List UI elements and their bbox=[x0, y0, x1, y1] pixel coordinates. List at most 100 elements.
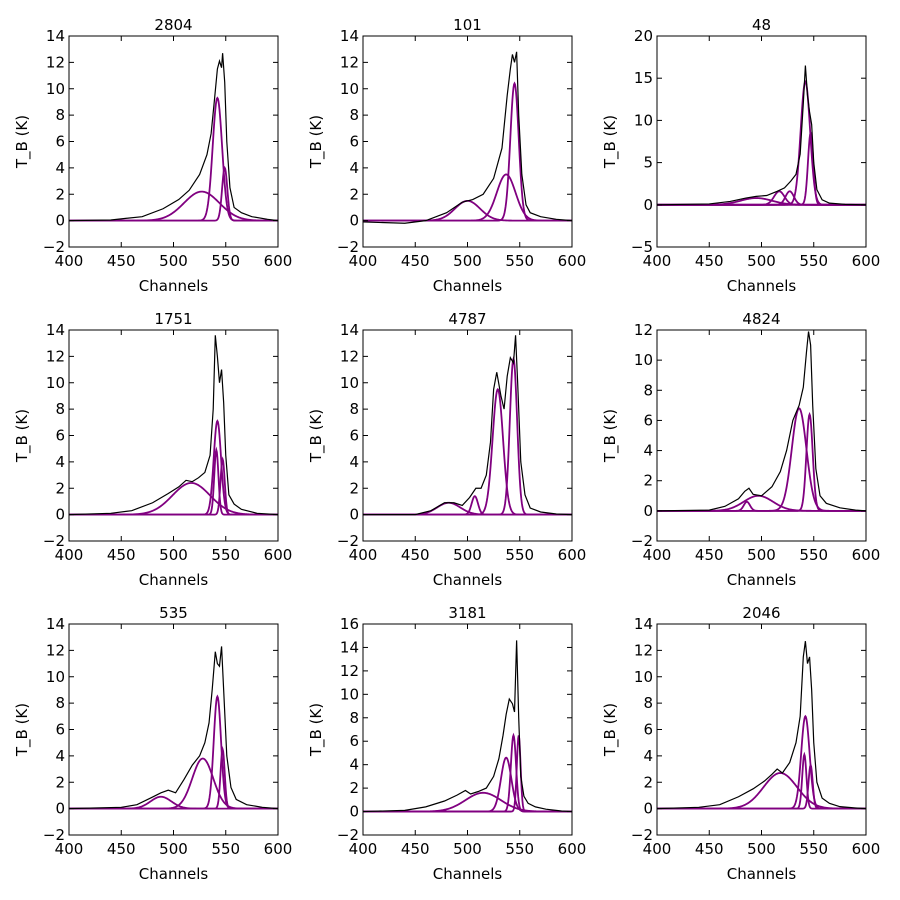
y-tick-label: 2 bbox=[55, 479, 65, 497]
y-tick-label: 4 bbox=[55, 453, 65, 471]
x-axis-label: Channels bbox=[139, 571, 209, 589]
y-tick-label: 16 bbox=[340, 615, 359, 633]
y-tick-label: 4 bbox=[643, 442, 653, 460]
gaussian-component-2 bbox=[657, 714, 866, 810]
y-tick-label: −2 bbox=[337, 532, 359, 550]
x-axis-label: Channels bbox=[139, 277, 209, 295]
x-tick-label: 600 bbox=[264, 546, 293, 564]
panel-3181: 3181 400 450 500 550 600 −2 0 2 4 6 8 10 12 14 16 Channe… bbox=[307, 604, 586, 883]
y-tick-label: 14 bbox=[634, 615, 653, 633]
x-tick-label: 500 bbox=[453, 840, 482, 858]
x-tick-label: 550 bbox=[211, 840, 240, 858]
spectrum-line bbox=[657, 65, 866, 206]
y-tick-label: 2 bbox=[349, 479, 359, 497]
panel-title: 3181 bbox=[448, 604, 486, 622]
y-tick-label: 12 bbox=[340, 347, 359, 365]
y-tick-label: 12 bbox=[340, 662, 359, 680]
x-axis-label: Channels bbox=[139, 865, 209, 883]
y-tick-label: 10 bbox=[46, 668, 65, 686]
x-tick-label: 400 bbox=[643, 840, 672, 858]
x-tick-label: 550 bbox=[505, 546, 534, 564]
y-tick-label: 6 bbox=[349, 427, 359, 445]
gaussian-component-4 bbox=[657, 762, 866, 810]
panel-title: 101 bbox=[453, 16, 482, 34]
y-axis-label: T_B (K) bbox=[601, 115, 620, 169]
spectrum-line bbox=[657, 641, 866, 810]
plot-area bbox=[657, 331, 866, 512]
panel-2046: 2046 400 450 500 550 600 −2 0 2 4 6 8 10 12 14 Channels… bbox=[601, 604, 880, 883]
y-tick-label: −2 bbox=[631, 826, 653, 844]
y-tick-label: 6 bbox=[349, 133, 359, 151]
x-tick-label: 400 bbox=[349, 546, 378, 564]
y-tick-label: 10 bbox=[634, 668, 653, 686]
y-tick-label: 6 bbox=[349, 732, 359, 750]
x-tick-label: 500 bbox=[747, 546, 776, 564]
panel-2804: 2804 400 450 500 550 600 −2 0 2 4 6 8 10 12 14 Channels… bbox=[13, 16, 292, 295]
y-tick-label: 14 bbox=[46, 321, 65, 339]
x-tick-label: 600 bbox=[558, 252, 587, 270]
axes-frame bbox=[656, 35, 867, 248]
spectrum-line bbox=[363, 335, 572, 516]
y-tick-label: 14 bbox=[46, 615, 65, 633]
x-tick-label: 500 bbox=[747, 252, 776, 270]
y-axis-label: T_B (K) bbox=[601, 703, 620, 757]
x-tick-label: 400 bbox=[643, 252, 672, 270]
gaussian-component-1 bbox=[69, 190, 278, 222]
y-tick-label: 14 bbox=[340, 321, 359, 339]
x-tick-label: 550 bbox=[799, 252, 828, 270]
panel-title: 2804 bbox=[154, 16, 192, 34]
y-tick-label: 5 bbox=[643, 154, 653, 172]
x-tick-label: 600 bbox=[264, 252, 293, 270]
x-tick-label: 550 bbox=[799, 840, 828, 858]
y-tick-label: 2 bbox=[349, 779, 359, 797]
y-tick-label: 6 bbox=[643, 411, 653, 429]
x-axis-label: Channels bbox=[433, 571, 503, 589]
x-axis-label: Channels bbox=[727, 865, 797, 883]
x-tick-label: 400 bbox=[349, 840, 378, 858]
x-tick-label: 500 bbox=[747, 840, 776, 858]
plot-area bbox=[69, 53, 278, 222]
gaussian-component-1 bbox=[363, 791, 572, 813]
gaussian-component-4 bbox=[363, 735, 572, 813]
gaussian-component-3 bbox=[363, 732, 572, 813]
plot-area bbox=[657, 65, 866, 206]
panel-title: 48 bbox=[752, 16, 771, 34]
axes-frame bbox=[68, 35, 279, 248]
x-tick-label: 600 bbox=[852, 840, 881, 858]
axes-frame bbox=[362, 623, 573, 836]
x-tick-label: 450 bbox=[107, 252, 136, 270]
y-axis-label: T_B (K) bbox=[307, 409, 326, 463]
axes-frame bbox=[68, 329, 279, 542]
y-tick-label: 0 bbox=[349, 212, 359, 230]
y-tick-label: −2 bbox=[43, 826, 65, 844]
gaussian-component-1 bbox=[69, 482, 278, 516]
panel-4787: 4787 400 450 500 550 600 −2 0 2 4 6 8 10 12 14 Channels… bbox=[307, 310, 586, 589]
y-axis-label: T_B (K) bbox=[601, 409, 620, 463]
x-axis-label: Channels bbox=[727, 277, 797, 295]
y-tick-label: 8 bbox=[349, 106, 359, 124]
gaussian-component-2 bbox=[69, 419, 278, 516]
x-tick-label: 500 bbox=[159, 252, 188, 270]
y-tick-label: 0 bbox=[349, 803, 359, 821]
y-tick-label: 8 bbox=[55, 694, 65, 712]
y-tick-label: 4 bbox=[55, 747, 65, 765]
y-tick-label: 8 bbox=[55, 400, 65, 418]
gaussian-component-3 bbox=[657, 751, 866, 810]
panel-48: 48 400 450 500 550 600 −5 0 5 10 15 20 Channels T_B (… bbox=[601, 16, 880, 295]
y-tick-label: 10 bbox=[340, 685, 359, 703]
x-tick-label: 550 bbox=[505, 840, 534, 858]
x-tick-label: 400 bbox=[55, 252, 84, 270]
y-tick-label: 4 bbox=[55, 159, 65, 177]
gaussian-component-3 bbox=[363, 81, 572, 222]
y-tick-label: 4 bbox=[643, 747, 653, 765]
axes-frame bbox=[656, 329, 867, 542]
x-tick-label: 500 bbox=[159, 840, 188, 858]
panel-101: 101 400 450 500 550 600 −2 0 2 4 6 8 10 12 14 Channels T… bbox=[307, 16, 586, 295]
y-tick-label: −2 bbox=[631, 532, 653, 550]
x-tick-label: 450 bbox=[401, 546, 430, 564]
x-axis-label: Channels bbox=[433, 277, 503, 295]
spectrum-line bbox=[69, 53, 278, 222]
x-tick-label: 600 bbox=[264, 840, 293, 858]
y-tick-label: 14 bbox=[46, 27, 65, 45]
panel-title: 4824 bbox=[742, 310, 780, 328]
